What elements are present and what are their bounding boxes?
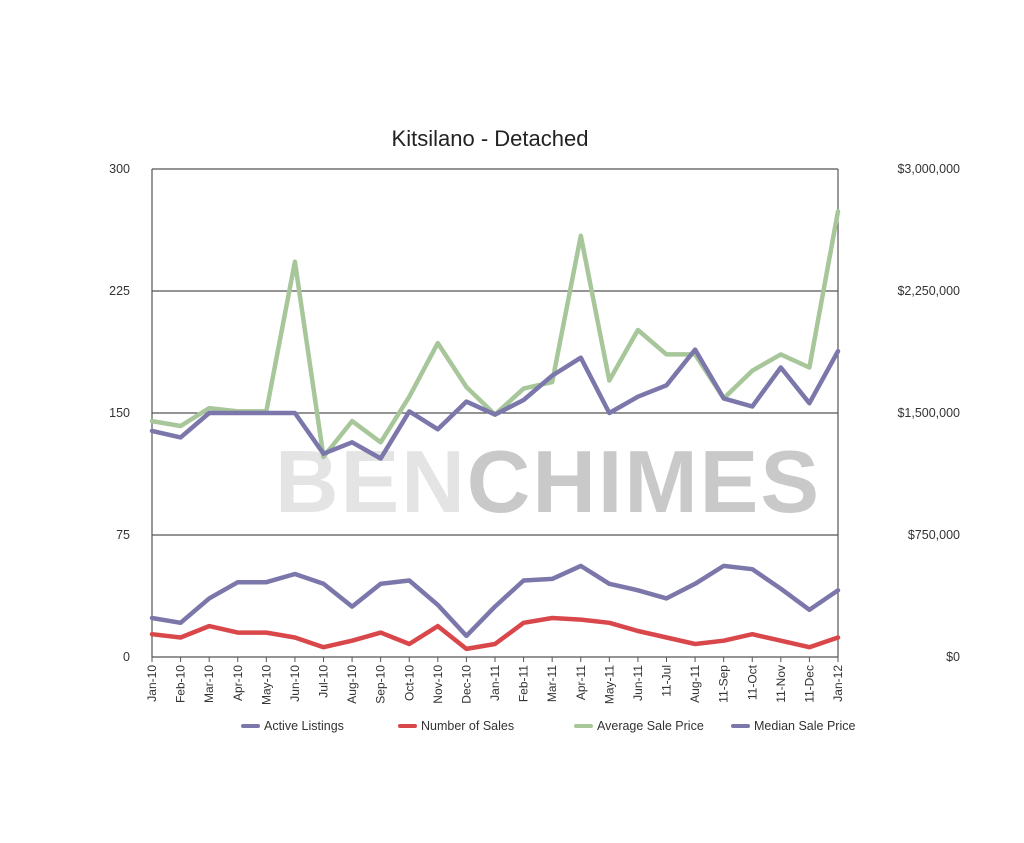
x-tick-label: Aug-10 (345, 665, 359, 704)
x-tick-label: Feb-11 (517, 665, 531, 702)
x-tick-label: Oct-10 (402, 665, 416, 701)
x-tick-label: Apr-11 (574, 665, 588, 700)
chart-title: Kitsilano - Detached (392, 126, 589, 151)
legend-label-average-sale-price: Average Sale Price (597, 719, 704, 733)
series-line-active-listings (149, 563, 841, 639)
left-tick-label: 300 (109, 162, 130, 176)
right-axis: $3,000,000 $2,250,000 $1,500,000 $750,000 $0 (897, 162, 960, 664)
x-tick-label: Jan-10 (145, 665, 159, 702)
watermark-text-chimes: CHIMES (467, 432, 821, 531)
left-tick-label: 225 (109, 284, 130, 298)
left-tick-label: 0 (123, 650, 130, 664)
x-tick-label: Jun-10 (288, 665, 302, 702)
right-tick-label: $3,000,000 (897, 162, 960, 176)
x-tick-label: Jul-10 (317, 665, 331, 698)
x-tick-label: Nov-10 (431, 665, 445, 704)
watermark: BENCHIMES (275, 432, 821, 531)
legend-label-active-listings: Active Listings (264, 719, 344, 733)
x-tick-label: 11-Oct (745, 664, 759, 700)
right-tick-label: $2,250,000 (897, 284, 960, 298)
x-tick-label: May-10 (259, 665, 273, 705)
x-tick-label: 11-Sep (717, 665, 731, 703)
series-line-average-sale-price (149, 209, 841, 460)
series-line-median-sale-price (149, 347, 841, 461)
right-tick-label: $750,000 (908, 528, 960, 542)
x-tick-label: Sep-10 (374, 665, 388, 704)
x-tick-label: Aug-11 (688, 665, 702, 703)
legend-label-number-of-sales: Number of Sales (421, 719, 514, 733)
x-tick-label: Mar-10 (202, 665, 216, 703)
series-lines (149, 209, 841, 652)
x-axis: Jan-10 Feb-10 Mar-10 Apr-10 May-10 Jun-10 Jul-… (145, 657, 845, 705)
right-tick-label: $0 (946, 650, 960, 664)
legend-label-median-sale-price: Median Sale Price (754, 719, 855, 733)
x-tick-label: 11-Dec (802, 665, 816, 703)
x-tick-label: Jun-11 (631, 665, 645, 701)
x-tick-label: 11-Jul (660, 665, 674, 697)
series-line-number-of-sales (149, 615, 841, 652)
x-tick-label: Dec-10 (459, 665, 473, 704)
x-tick-label: Jan-12 (831, 665, 845, 702)
x-tick-label: Jan-11 (488, 665, 502, 701)
legend: Active Listings Number of Sales Average Sa… (241, 719, 855, 733)
left-axis: 300 225 150 75 0 (109, 162, 130, 664)
left-tick-label: 150 (109, 406, 130, 420)
watermark-text-ben: BEN (275, 432, 467, 531)
svg-text:BENCHIMES: BENCHIMES (275, 432, 821, 531)
x-tick-label: May-11 (602, 665, 616, 704)
x-tick-label: Apr-10 (231, 665, 245, 701)
x-tick-label: Mar-11 (545, 665, 559, 702)
x-tick-label: Feb-10 (174, 665, 188, 703)
x-tick-label: 11-Nov (774, 665, 788, 703)
right-tick-label: $1,500,000 (897, 406, 960, 420)
left-tick-label: 75 (116, 528, 130, 542)
